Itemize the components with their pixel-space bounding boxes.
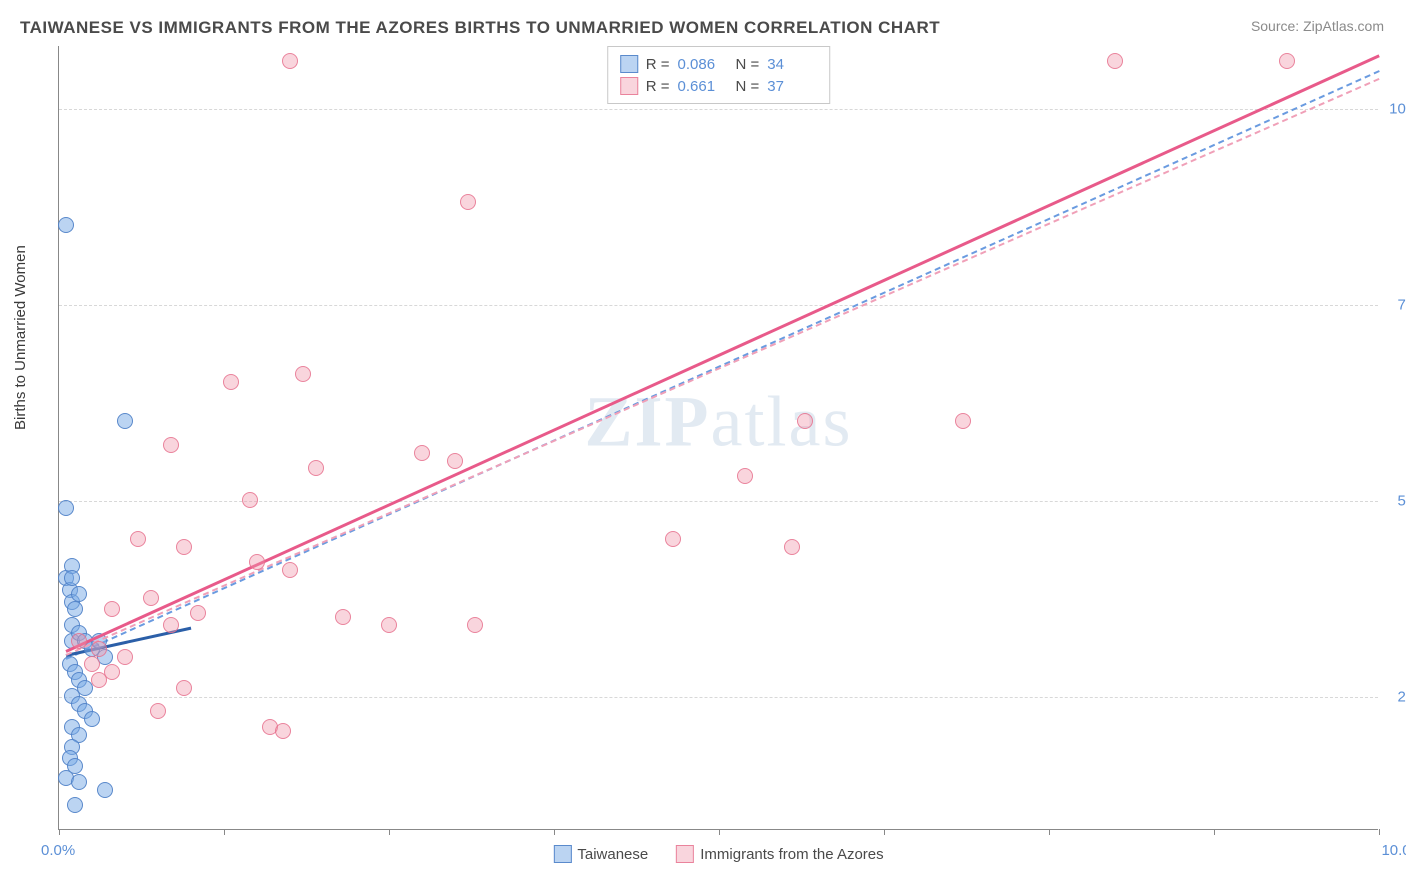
x-tick [224, 829, 225, 835]
data-point-pink [223, 374, 239, 390]
y-tick-label: 100.0% [1389, 100, 1406, 117]
gridline-h [59, 305, 1378, 306]
data-point-pink [282, 562, 298, 578]
data-point-blue [67, 797, 83, 813]
legend-label-taiwanese: Taiwanese [577, 846, 648, 863]
data-point-pink [737, 468, 753, 484]
data-point-pink [143, 590, 159, 606]
r-label: R = [646, 78, 670, 95]
chart-title: TAIWANESE VS IMMIGRANTS FROM THE AZORES … [20, 18, 940, 38]
data-point-pink [1279, 53, 1295, 69]
data-point-pink [176, 680, 192, 696]
r-value-azores: 0.661 [678, 78, 728, 95]
trend-dash-blue [65, 70, 1379, 660]
data-point-pink [1107, 53, 1123, 69]
data-point-pink [381, 617, 397, 633]
data-point-blue [84, 711, 100, 727]
swatch-blue-icon [620, 55, 638, 73]
data-point-pink [460, 194, 476, 210]
x-tick-label: 0.0% [41, 842, 75, 859]
data-point-pink [71, 633, 87, 649]
source-attribution: Source: ZipAtlas.com [1251, 18, 1384, 34]
x-tick [1379, 829, 1380, 835]
data-point-pink [308, 460, 324, 476]
x-tick [884, 829, 885, 835]
legend-label-azores: Immigrants from the Azores [700, 846, 883, 863]
data-point-pink [955, 413, 971, 429]
series-legend: Taiwanese Immigrants from the Azores [553, 845, 883, 863]
gridline-h [59, 109, 1378, 110]
data-point-pink [190, 605, 206, 621]
data-point-blue [97, 782, 113, 798]
n-label: N = [736, 56, 760, 73]
y-tick-label: 75.0% [1397, 296, 1406, 313]
data-point-pink [275, 723, 291, 739]
correlation-legend: R = 0.086 N = 34 R = 0.661 N = 37 [607, 46, 831, 104]
data-point-blue [71, 586, 87, 602]
x-tick [1049, 829, 1050, 835]
x-tick-label: 10.0% [1381, 842, 1406, 859]
data-point-pink [84, 656, 100, 672]
watermark-bold: ZIP [585, 381, 711, 461]
swatch-pink-icon [620, 77, 638, 95]
x-tick [554, 829, 555, 835]
x-tick [59, 829, 60, 835]
data-point-blue [58, 217, 74, 233]
data-point-blue [64, 570, 80, 586]
data-point-blue [71, 774, 87, 790]
y-tick-label: 25.0% [1397, 688, 1406, 705]
y-tick-label: 50.0% [1397, 492, 1406, 509]
data-point-pink [150, 703, 166, 719]
legend-item-azores: Immigrants from the Azores [676, 845, 883, 863]
data-point-pink [249, 554, 265, 570]
data-point-pink [665, 531, 681, 547]
data-point-pink [242, 492, 258, 508]
x-tick [1214, 829, 1215, 835]
n-label: N = [736, 78, 760, 95]
data-point-pink [467, 617, 483, 633]
r-label: R = [646, 56, 670, 73]
data-point-pink [295, 366, 311, 382]
data-point-pink [104, 601, 120, 617]
data-point-pink [91, 641, 107, 657]
trend-dash-pink [65, 77, 1379, 655]
data-point-pink [163, 437, 179, 453]
data-point-pink [335, 609, 351, 625]
legend-row-taiwanese: R = 0.086 N = 34 [620, 53, 818, 75]
r-value-taiwanese: 0.086 [678, 56, 728, 73]
data-point-blue [67, 601, 83, 617]
data-point-pink [447, 453, 463, 469]
data-point-pink [117, 649, 133, 665]
data-point-blue [58, 500, 74, 516]
data-point-pink [797, 413, 813, 429]
data-point-pink [414, 445, 430, 461]
gridline-h [59, 697, 1378, 698]
swatch-pink-icon [676, 845, 694, 863]
data-point-pink [282, 53, 298, 69]
x-tick [389, 829, 390, 835]
x-tick [719, 829, 720, 835]
swatch-blue-icon [553, 845, 571, 863]
legend-item-taiwanese: Taiwanese [553, 845, 648, 863]
y-axis-label: Births to Unmarried Women [12, 245, 29, 430]
data-point-pink [91, 672, 107, 688]
n-value-taiwanese: 34 [767, 56, 817, 73]
data-point-pink [176, 539, 192, 555]
chart-plot-area: ZIPatlas R = 0.086 N = 34 R = 0.661 N = … [58, 46, 1378, 830]
watermark-light: atlas [711, 381, 853, 461]
data-point-pink [130, 531, 146, 547]
data-point-blue [117, 413, 133, 429]
data-point-pink [784, 539, 800, 555]
data-point-pink [163, 617, 179, 633]
n-value-azores: 37 [767, 78, 817, 95]
legend-row-azores: R = 0.661 N = 37 [620, 75, 818, 97]
